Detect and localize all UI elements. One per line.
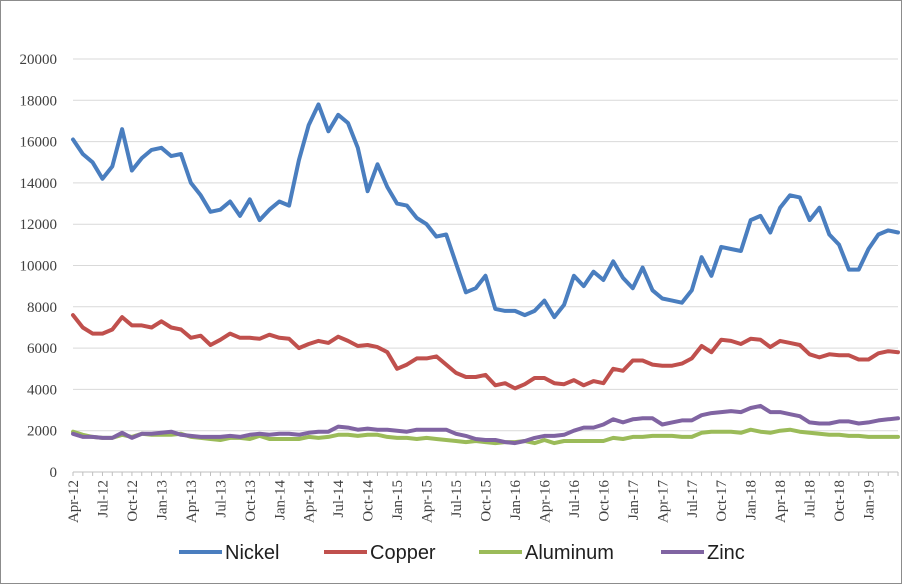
legend-label-zinc: Zinc [707,542,745,564]
y-tick-label: 4000 [27,382,57,398]
y-tick-label: 2000 [27,424,57,440]
x-tick-label: Apr-16 [537,480,553,524]
y-tick-label: 6000 [27,341,57,357]
x-tick-label: Jul-14 [331,480,347,518]
x-tick-label: Oct-13 [243,480,259,522]
legend-label-nickel: Nickel [225,542,279,564]
x-tick-label: Apr-17 [655,480,671,524]
series-line-aluminum [71,427,900,446]
x-tick-label: Jul-18 [803,480,819,518]
x-tick-label: Jul-12 [95,480,111,518]
x-tick-label: Oct-15 [479,480,495,522]
x-tick-label: Oct-18 [832,480,848,522]
y-tick-label: 14000 [20,176,58,192]
x-tick-label: Apr-12 [66,480,82,523]
x-tick-label: Oct-16 [596,480,612,522]
x-tick-label: Oct-12 [125,480,141,522]
y-tick-label: 20000 [20,52,58,68]
series-line-zinc [71,403,900,446]
x-tick-label: Apr-18 [773,480,789,523]
y-tick-label: 18000 [20,93,58,109]
x-tick-label: Jul-13 [213,480,229,518]
x-tick-label: Jan-16 [508,480,524,520]
x-tick-label: Jul-16 [567,480,583,518]
series-line-copper [71,313,900,391]
x-tick-label: Jan-14 [272,480,288,520]
y-tick-label: 8000 [27,300,57,316]
y-tick-label: 12000 [20,217,58,233]
x-tick-label: Apr-14 [302,480,318,524]
x-tick-label: Jan-15 [390,480,406,520]
legend-label-aluminum: Aluminum [525,542,614,564]
x-tick-label: Jul-17 [685,480,701,518]
x-tick-label: Jan-13 [154,480,170,520]
x-tick-label: Apr-13 [184,480,200,523]
y-tick-label: 0 [50,465,58,481]
x-tick-label: Jan-17 [626,480,642,520]
y-tick-label: 16000 [20,135,58,151]
x-tick-label: Oct-14 [361,480,377,522]
series-line-nickel [71,102,900,320]
x-tick-label: Apr-15 [420,480,436,523]
x-tick-label: Jan-18 [744,480,760,520]
y-tick-label: 10000 [20,259,58,275]
x-tick-label: Jan-19 [862,480,878,520]
x-tick-label: Oct-17 [714,480,730,522]
legend-label-copper: Copper [370,542,436,564]
x-tick-label: Jul-15 [449,480,465,518]
